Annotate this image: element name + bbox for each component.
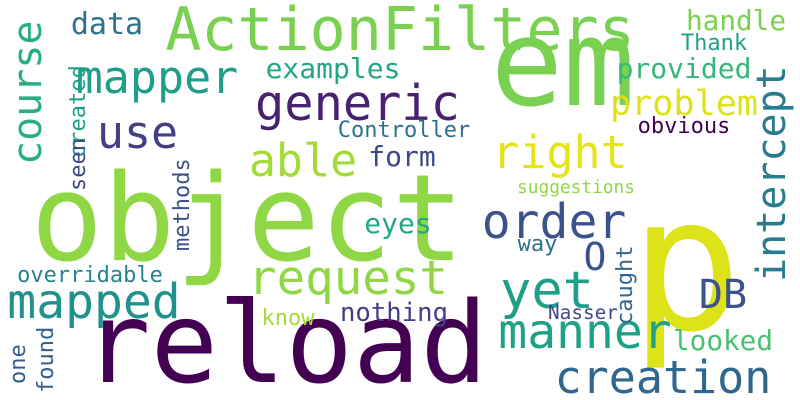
word-able: able: [248, 134, 358, 187]
word-examples: examples: [265, 52, 401, 85]
word-order: order: [481, 194, 627, 250]
word-looked: looked: [673, 324, 773, 358]
word-seen: seen: [66, 138, 91, 192]
word-p: p: [630, 156, 742, 373]
word-course: course: [5, 20, 51, 166]
word-mapper: mapper: [75, 51, 239, 104]
word-reload: reload: [83, 279, 488, 400]
word-nothing: nothing: [340, 298, 448, 329]
word-generic: generic: [255, 75, 460, 132]
word-db: DB: [698, 272, 748, 318]
word-form: form: [368, 140, 436, 173]
word-mapped: mapped: [7, 274, 181, 330]
word-methods: methods: [170, 158, 195, 252]
word-obvious: obvious: [637, 114, 731, 139]
word-right: right: [492, 126, 628, 179]
word-problem: problem: [610, 83, 758, 125]
word-overridable: overridable: [17, 263, 163, 288]
word-creation: creation: [554, 351, 772, 400]
word-controller: Controller: [337, 118, 471, 143]
word-yet: yet: [500, 261, 594, 321]
word-use: use: [96, 106, 179, 159]
word-nasser: Nasser: [548, 301, 618, 325]
word-eyes: eyes: [364, 207, 432, 240]
word-way: way: [517, 232, 558, 257]
word-em: em: [490, 0, 636, 134]
word-found: found: [34, 326, 59, 393]
word-suggestions: suggestions: [517, 177, 635, 199]
word-handle: handle: [686, 4, 786, 38]
word-one: one: [6, 344, 31, 384]
word-intercept: intercept: [749, 65, 795, 283]
word-data: data: [70, 7, 144, 42]
word-caught: caught: [613, 245, 638, 325]
word-o: O: [583, 235, 607, 279]
word-thank: Thank: [680, 31, 748, 56]
word-know: know: [261, 306, 315, 331]
word-manner: manner: [498, 304, 672, 360]
word-provided: provided: [616, 52, 752, 85]
word-object: object: [30, 150, 465, 289]
word-request: request: [248, 251, 448, 307]
word-actionfilters: ActionFilters: [165, 0, 635, 65]
